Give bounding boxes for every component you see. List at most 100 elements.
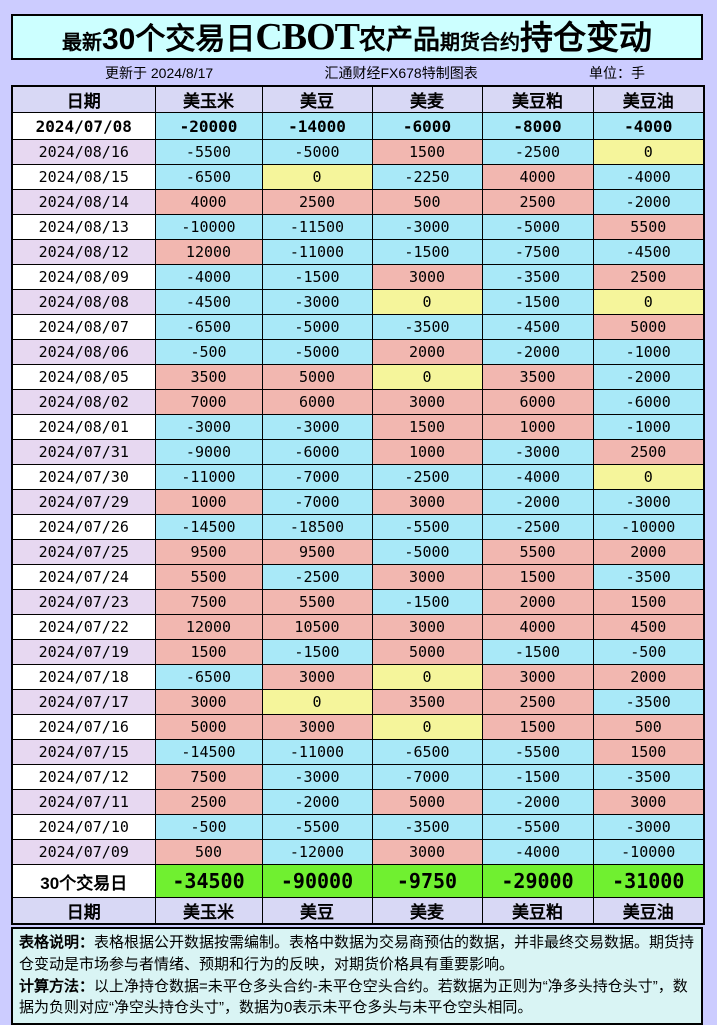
value-cell: 7500	[154, 764, 263, 790]
value-cell: -2500	[371, 464, 483, 490]
value-cell: 1000	[481, 414, 594, 440]
value-cell: -3000	[592, 814, 705, 840]
value-cell: -14500	[154, 514, 263, 540]
value-cell: 500	[371, 189, 483, 215]
value-cell: -2000	[592, 364, 705, 390]
footer-header-0: 日期	[11, 897, 156, 925]
value-cell: -6500	[154, 164, 263, 190]
value-cell: 1000	[154, 489, 263, 515]
table-row: 2024/08/12 12000 -11000 -1500 -7500 -4500	[11, 239, 705, 265]
value-cell: 3000	[261, 714, 373, 740]
value-cell: -7000	[261, 489, 373, 515]
value-cell: -6000	[592, 389, 705, 415]
value-cell: -6000	[371, 112, 483, 140]
value-cell: 1500	[592, 739, 705, 765]
footer-header-3: 美麦	[371, 897, 483, 925]
table-row: 2024/07/08 -20000 -14000 -6000 -8000 -4000	[11, 112, 705, 140]
date-cell: 2024/08/08	[11, 289, 156, 315]
table-row: 2024/08/06 -500 -5000 2000 -2000 -1000	[11, 339, 705, 365]
value-cell: 500	[592, 714, 705, 740]
value-cell: -4000	[592, 112, 705, 140]
value-cell: -1500	[481, 639, 594, 665]
positions-table: 日期 美玉米 美豆 美麦 美豆粕 美豆油 2024/07/08 -20000 -14000 -6…	[11, 85, 705, 925]
value-cell: 1500	[154, 639, 263, 665]
value-cell: 5000	[592, 314, 705, 340]
value-cell: 10500	[261, 614, 373, 640]
date-cell: 2024/07/31	[11, 439, 156, 465]
value-cell: -3500	[592, 689, 705, 715]
column-header-row: 日期 美玉米 美豆 美麦 美豆粕 美豆油	[11, 85, 705, 113]
date-cell: 2024/08/13	[11, 214, 156, 240]
date-cell: 2024/08/06	[11, 339, 156, 365]
value-cell: 0	[371, 714, 483, 740]
value-cell: 2500	[481, 689, 594, 715]
summary-value-cell: -9750	[371, 864, 483, 898]
date-cell: 2024/07/15	[11, 739, 156, 765]
date-cell: 2024/07/11	[11, 789, 156, 815]
footer-header-4: 美豆粕	[481, 897, 594, 925]
value-cell: 0	[371, 289, 483, 315]
value-cell: -2000	[481, 789, 594, 815]
value-cell: -2000	[481, 489, 594, 515]
value-cell: 12000	[154, 614, 263, 640]
value-cell: -5000	[261, 139, 373, 165]
value-cell: 1500	[481, 714, 594, 740]
update-date-label: 更新于 2024/8/17	[105, 64, 214, 81]
table-row: 2024/07/22 12000 10500 3000 4000 4500	[11, 614, 705, 640]
value-cell: 0	[261, 689, 373, 715]
value-cell: -1000	[592, 339, 705, 365]
table-row: 2024/08/15 -6500 0 -2250 4000 -4000	[11, 164, 705, 190]
value-cell: -5500	[154, 139, 263, 165]
value-cell: -6500	[154, 664, 263, 690]
value-cell: 1500	[371, 139, 483, 165]
unit-label: 单位：手	[588, 64, 645, 81]
column-header-3: 美麦	[371, 85, 483, 113]
value-cell: 12000	[154, 239, 263, 265]
value-cell: 5500	[481, 539, 594, 565]
table-row: 2024/07/24 5500 -2500 3000 1500 -3500	[11, 564, 705, 590]
column-header-1: 美玉米	[154, 85, 263, 113]
value-cell: -3500	[371, 814, 483, 840]
value-cell: 2500	[592, 439, 705, 465]
value-cell: 2500	[481, 189, 594, 215]
value-cell: -1500	[481, 764, 594, 790]
value-cell: 2000	[592, 539, 705, 565]
table-row: 2024/07/16 5000 3000 0 1500 500	[11, 714, 705, 740]
date-cell: 2024/07/17	[11, 689, 156, 715]
value-cell: 5000	[154, 714, 263, 740]
value-cell: -11000	[261, 239, 373, 265]
summary-value-cell: -90000	[261, 864, 373, 898]
value-cell: -5500	[481, 739, 594, 765]
value-cell: 3000	[371, 614, 483, 640]
value-cell: 2500	[592, 264, 705, 290]
value-cell: -3000	[261, 764, 373, 790]
value-cell: 2000	[592, 664, 705, 690]
table-row: 2024/07/25 9500 9500 -5000 5500 2000	[11, 539, 705, 565]
value-cell: -5000	[261, 339, 373, 365]
date-cell: 2024/07/29	[11, 489, 156, 515]
value-cell: -1500	[481, 289, 594, 315]
date-cell: 2024/07/25	[11, 539, 156, 565]
column-header-2: 美豆	[261, 85, 373, 113]
value-cell: -5500	[481, 814, 594, 840]
value-cell: -5000	[261, 314, 373, 340]
date-cell: 2024/07/30	[11, 464, 156, 490]
table-row: 2024/07/30 -11000 -7000 -2500 -4000 0	[11, 464, 705, 490]
value-cell: -2500	[481, 139, 594, 165]
value-cell: -1500	[371, 589, 483, 615]
value-cell: 4000	[154, 189, 263, 215]
footer-header-row: 日期 美玉米 美豆 美麦 美豆粕 美豆油	[11, 897, 705, 925]
value-cell: 3000	[371, 564, 483, 590]
value-cell: 1500	[481, 564, 594, 590]
title-part-contract: 期货合约	[440, 32, 521, 54]
value-cell: -500	[154, 339, 263, 365]
table-row: 2024/08/02 7000 6000 3000 6000 -6000	[11, 389, 705, 415]
value-cell: -3000	[481, 439, 594, 465]
summary-value-cell: -34500	[154, 864, 263, 898]
date-cell: 2024/08/02	[11, 389, 156, 415]
value-cell: 4000	[481, 614, 594, 640]
value-cell: 2500	[154, 789, 263, 815]
value-cell: -5500	[261, 814, 373, 840]
value-cell: 0	[371, 364, 483, 390]
value-cell: -4500	[154, 289, 263, 315]
